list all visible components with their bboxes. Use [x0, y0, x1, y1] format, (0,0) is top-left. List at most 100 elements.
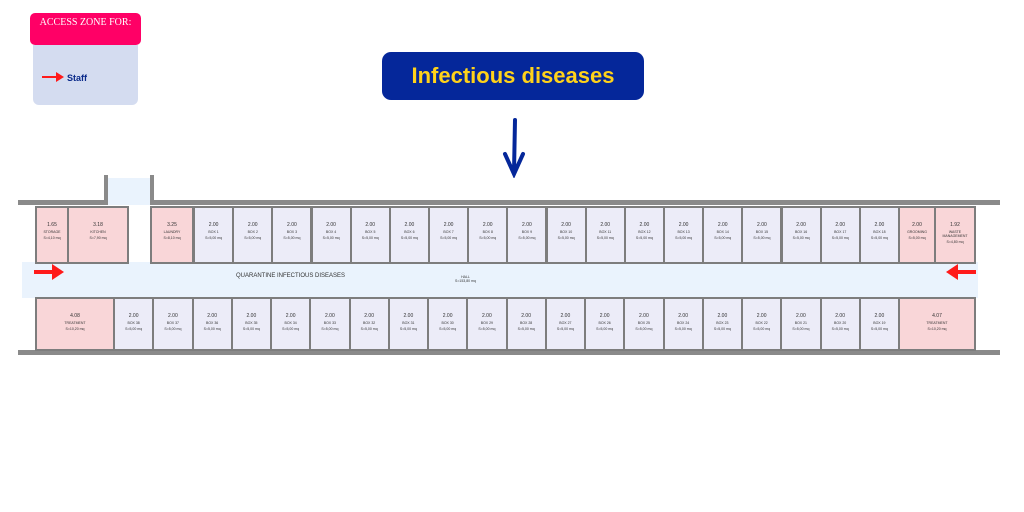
down-arrow-icon	[503, 118, 525, 178]
room-dimension: 2.00	[561, 222, 571, 228]
room-dimension: 4.08	[70, 313, 80, 319]
box-room: 2.00 BOX 34 S=5,00 mq	[270, 297, 312, 351]
room-dimension: 2.00	[678, 313, 688, 319]
room-dimension: 2.00	[364, 313, 374, 319]
hall-area: S=153,80 mq	[455, 279, 476, 283]
room-area: S=5,00 mq	[635, 236, 653, 240]
box-room: 2.00 BOX 19 S=5,00 mq	[858, 297, 900, 351]
room-dimension: 2.00	[874, 313, 885, 319]
box-room: 2.00 BOX 24 S=5,00 mq	[662, 297, 704, 351]
box-room: 2.00 BOX 15 S=5,00 mq	[741, 206, 783, 264]
box-room: 2.00 BOX 9 S=5,00 mq	[506, 206, 548, 264]
box-room: 2.00 BOX 29 S=5,00 mq	[466, 297, 508, 351]
room-dimension: 2.00	[599, 313, 610, 319]
room-dimension: 2.00	[207, 313, 217, 319]
room-area: S=5,00 mq	[753, 236, 771, 240]
room-name: BOX 16	[794, 230, 808, 234]
room-name: BOX 4	[325, 230, 337, 234]
service-room: 2.00 GROOMING S=5,00 mq	[898, 206, 936, 264]
room-dimension: 2.00	[912, 222, 922, 228]
room-name: BOX 30	[441, 321, 454, 325]
room-area: S=5,00 mq	[596, 236, 614, 240]
room-name: BOX 24	[676, 321, 690, 325]
room-name: BOX 27	[559, 321, 572, 325]
room-dimension: 2.00	[560, 313, 571, 319]
room-area: S=5,00 mq	[244, 236, 262, 240]
room-name: BOX 10	[559, 230, 573, 234]
room-dimension: 1.65	[47, 222, 57, 228]
box-room: 2.00 BOX 13 S=5,00 mq	[663, 206, 705, 264]
room-dimension: 3.18	[93, 222, 103, 228]
room-dimension: 2.00	[482, 222, 493, 228]
room-name: BOX 26	[598, 321, 611, 325]
room-name: BOX 38	[127, 321, 140, 325]
room-area: S=5,00 mq	[440, 236, 458, 240]
entry-arrow-left-icon	[34, 264, 64, 280]
box-room: 2.00 BOX 37 S=5,00 mq	[152, 297, 194, 351]
room-dimension: 2.00	[796, 222, 806, 228]
room-dimension: 2.00	[678, 222, 689, 228]
room-area: S=5,00 mq	[556, 327, 574, 331]
room-area: S=5,00 mq	[164, 327, 182, 331]
room-dimension: 2.00	[208, 222, 219, 228]
room-name: BOX 8	[482, 230, 493, 234]
room-name: BOX 3	[286, 230, 298, 234]
room-name: TREATMENT	[926, 321, 948, 325]
room-name: BOX 7	[443, 230, 454, 234]
room-dimension: 2.00	[521, 313, 531, 319]
room-area: S=5,00 mq	[596, 327, 614, 331]
hall-name: HALL	[461, 275, 470, 279]
box-room: 2.00 BOX 27 S=5,00 mq	[544, 297, 586, 351]
room-area: S=5,00 mq	[439, 327, 457, 331]
room-dimension: 2.00	[287, 222, 297, 228]
room-area: S=5,00 mq	[831, 236, 849, 240]
box-room: 2.00 BOX 17 S=5,00 mq	[819, 206, 861, 264]
room-area: S=5,00 mq	[831, 327, 849, 331]
corridor	[22, 262, 978, 298]
room-dimension: 2.00	[168, 313, 178, 319]
room-name: BOX 6	[404, 230, 415, 234]
room-name: BOX 2	[247, 230, 258, 234]
room-area: S=5,00 mq	[517, 327, 535, 331]
room-area: S=5,00 mq	[713, 327, 731, 331]
box-room: 2.00 BOX 8 S=5,00 mq	[467, 206, 509, 264]
room-name: BOX 1	[208, 230, 219, 234]
box-room: 2.00 BOX 5 S=5,00 mq	[349, 206, 391, 264]
room-dimension: 2.00	[717, 222, 728, 228]
service-room: 3.18 KITCHEN S=7,90 mq	[67, 206, 129, 264]
service-room: 1.92 WASTE MANAGEMENT S=4,80 mq	[934, 206, 976, 264]
room-name: BOX 15	[755, 230, 769, 234]
staff-arrow-icon	[42, 72, 64, 82]
room-area: S=8,10 mq	[163, 236, 181, 240]
room-dimension: 2.00	[717, 313, 728, 319]
legend-item-staff: Staff	[67, 73, 87, 83]
room-area: S=5,00 mq	[282, 327, 300, 331]
room-dimension: 2.00	[442, 313, 453, 319]
room-area: S=5,00 mq	[321, 327, 339, 331]
room-area: S=10,20 mq	[65, 327, 85, 331]
room-area: S=5,00 mq	[908, 236, 926, 240]
box-room: 2.00 BOX 16 S=5,00 mq	[780, 206, 822, 264]
box-room: 2.00 BOX 7 S=5,00 mq	[428, 206, 470, 264]
room-dimension: 3.25	[167, 222, 177, 228]
box-room: 2.00 BOX 25 S=5,00 mq	[623, 297, 665, 351]
box-room: 2.00 BOX 32 S=5,00 mq	[348, 297, 390, 351]
room-area: S=5,00 mq	[753, 327, 771, 331]
room-name: BOX 5	[365, 230, 376, 234]
room-area: S=5,00 mq	[518, 236, 536, 240]
box-room: 2.00 BOX 6 S=5,00 mq	[388, 206, 430, 264]
room-area: S=7,90 mq	[89, 236, 107, 240]
room-dimension: 2.00	[443, 222, 454, 228]
room-area: S=5,00 mq	[557, 236, 575, 240]
box-room: 2.00 BOX 21 S=5,00 mq	[780, 297, 822, 351]
room-area: S=5,00 mq	[870, 327, 888, 331]
room-name: GROOMING	[907, 230, 927, 234]
page-title: Infectious diseases	[382, 52, 644, 100]
room-name: BOX 17	[834, 230, 847, 234]
room-name: BOX 33	[323, 321, 336, 325]
box-room: 2.00 BOX 28 S=5,00 mq	[505, 297, 547, 351]
box-room: 2.00 BOX 23 S=5,00 mq	[701, 297, 743, 351]
room-area: S=5,00 mq	[205, 236, 223, 240]
room-dimension: 2.00	[600, 222, 611, 228]
